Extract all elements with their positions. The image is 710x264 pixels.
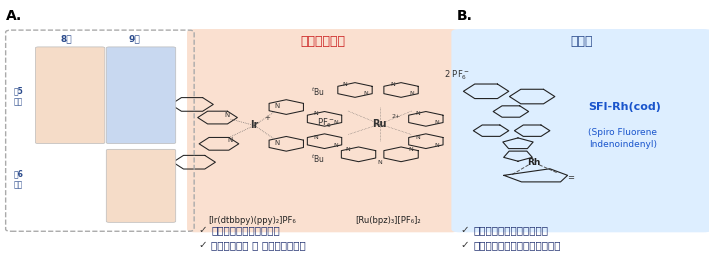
Text: 従来の触媒例: 従来の触媒例 xyxy=(300,35,346,48)
Text: 102.91: 102.91 xyxy=(148,54,170,59)
Text: N: N xyxy=(364,91,368,96)
Text: PF$_6^-$: PF$_6^-$ xyxy=(317,116,334,130)
Text: 非ラジカル型光反応を触媒: 非ラジカル型光反応を触媒 xyxy=(474,225,548,235)
Text: N: N xyxy=(346,147,350,152)
Text: N: N xyxy=(415,111,420,116)
Text: 新触媒: 新触媒 xyxy=(571,35,593,48)
Text: N: N xyxy=(275,139,280,145)
Text: $^t$Bu: $^t$Bu xyxy=(311,153,325,165)
FancyBboxPatch shape xyxy=(36,47,105,144)
Text: N: N xyxy=(391,82,395,87)
Text: Ruthenium: Ruthenium xyxy=(55,131,85,136)
Text: A.: A. xyxy=(6,8,23,23)
Text: (Spiro Fluorene
Indenoindenyl): (Spiro Fluorene Indenoindenyl) xyxy=(589,128,657,149)
Text: N: N xyxy=(408,147,413,152)
Text: Ru: Ru xyxy=(373,119,387,129)
Text: 192.22: 192.22 xyxy=(148,156,170,161)
Text: N: N xyxy=(314,135,318,140)
Text: N: N xyxy=(415,135,420,140)
Text: [Ir(dtbbpy)(ppy)₂]PF₆: [Ir(dtbbpy)(ppy)₂]PF₆ xyxy=(208,216,296,225)
Text: 101.07: 101.07 xyxy=(77,54,99,59)
Text: Rh: Rh xyxy=(527,158,540,167)
Text: N: N xyxy=(225,112,230,119)
Text: ✓: ✓ xyxy=(461,241,469,251)
Text: ✓: ✓ xyxy=(198,241,207,251)
Text: N: N xyxy=(314,111,318,116)
Text: 9族: 9族 xyxy=(128,34,140,43)
Text: ラジカル型光反応を触媒: ラジカル型光反応を触媒 xyxy=(211,225,280,235)
Text: N: N xyxy=(334,120,338,125)
FancyBboxPatch shape xyxy=(106,149,175,222)
Text: 複数の反応を触媒した初の報告: 複数の反応を触媒した初の報告 xyxy=(474,241,561,251)
FancyBboxPatch shape xyxy=(106,47,175,144)
Text: 77: 77 xyxy=(114,156,121,161)
Text: $^t$Bu: $^t$Bu xyxy=(311,86,325,98)
Text: N: N xyxy=(434,120,439,125)
Text: 2+: 2+ xyxy=(391,114,400,119)
Text: Iridium: Iridium xyxy=(131,210,151,215)
FancyBboxPatch shape xyxy=(452,29,710,232)
Text: [Ru(bpz)₃][PF₆]₂: [Ru(bpz)₃][PF₆]₂ xyxy=(356,216,421,225)
Text: N: N xyxy=(342,82,346,87)
Text: 45: 45 xyxy=(114,54,121,59)
Text: Ir: Ir xyxy=(131,176,151,196)
Text: N: N xyxy=(275,103,280,109)
Text: 8族: 8族 xyxy=(61,34,72,43)
Text: Ru: Ru xyxy=(54,85,87,105)
Text: B.: B. xyxy=(457,8,472,23)
Text: N: N xyxy=(378,161,382,166)
Text: SFI-Rh(cod): SFI-Rh(cod) xyxy=(588,102,661,112)
Text: +: + xyxy=(264,115,271,121)
Text: Ir: Ir xyxy=(250,120,258,130)
Text: N: N xyxy=(334,143,338,148)
Text: 44: 44 xyxy=(43,54,50,59)
Text: 第6
周期: 第6 周期 xyxy=(13,169,23,189)
Text: 多数の光触媒 ＆ 光反応の報告例: 多数の光触媒 ＆ 光反応の報告例 xyxy=(211,241,306,251)
Text: N: N xyxy=(409,91,414,96)
Text: ✓: ✓ xyxy=(198,225,207,235)
Text: =: = xyxy=(567,173,574,182)
Text: 2 PF$_6^-$: 2 PF$_6^-$ xyxy=(444,69,469,82)
Text: Rhodium: Rhodium xyxy=(129,131,153,136)
Text: Rh: Rh xyxy=(125,85,158,105)
Text: N: N xyxy=(434,143,439,148)
FancyBboxPatch shape xyxy=(187,29,459,232)
Text: ✓: ✓ xyxy=(461,225,469,235)
Text: 第5
周期: 第5 周期 xyxy=(13,87,23,106)
Text: N: N xyxy=(227,137,232,143)
